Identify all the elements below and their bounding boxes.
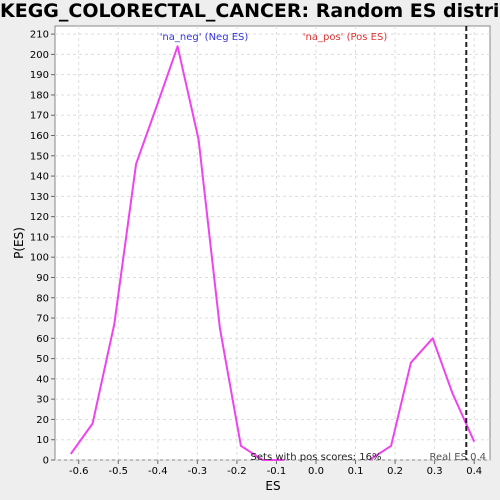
- y-tick-label: 150: [30, 151, 49, 162]
- y-tick-label: 200: [30, 50, 49, 61]
- plot-background: [54, 25, 491, 461]
- x-tick-label: -0.1: [267, 466, 287, 477]
- y-tick-label: 70: [36, 314, 49, 325]
- y-tick-label: 110: [30, 232, 49, 243]
- y-tick-label: 160: [30, 131, 49, 142]
- y-tick-label: 90: [36, 273, 49, 284]
- neg-es-label: 'na_neg' (Neg ES): [160, 32, 249, 43]
- y-axis-ticks: 0 10 20 30 40 50 60 70 80 90 100 110 120 130 140 150 160…: [30, 30, 55, 467]
- es-density-line: [69, 45, 285, 461]
- y-tick-label: 120: [30, 212, 49, 223]
- pos-scores-label: Sets with pos scores: 16%: [251, 452, 382, 463]
- series-lines: [69, 45, 476, 461]
- x-tick-label: 0.2: [387, 466, 403, 477]
- x-tick-label: -0.2: [227, 466, 247, 477]
- x-tick-label: 0.4: [466, 466, 482, 477]
- pos-es-label: 'na_pos' (Pos ES): [303, 32, 388, 43]
- x-axis-label: ES: [265, 479, 280, 493]
- y-tick-label: 80: [36, 293, 49, 304]
- real-es-label: Real ES 0.4: [430, 452, 486, 463]
- y-tick-label: 60: [36, 334, 49, 345]
- y-tick-label: 50: [36, 354, 49, 365]
- x-tick-label: -0.6: [69, 466, 89, 477]
- es-density-line: [368, 337, 476, 461]
- x-tick-label: -0.4: [148, 466, 168, 477]
- y-tick-label: 10: [36, 435, 49, 446]
- y-tick-label: 180: [30, 90, 49, 101]
- y-tick-label: 20: [36, 415, 49, 426]
- y-tick-label: 100: [30, 253, 49, 264]
- y-tick-label: 0: [43, 456, 49, 467]
- x-tick-label: -0.5: [109, 466, 129, 477]
- x-axis-ticks: -0.6 -0.5 -0.4 -0.3 -0.2 -0.1 0.0 0.1 0.2 0.3 0.4: [69, 460, 482, 477]
- y-tick-label: 170: [30, 111, 49, 122]
- y-tick-label: 130: [30, 192, 49, 203]
- x-tick-label: 0.1: [348, 466, 364, 477]
- grid-lines: [55, 26, 490, 461]
- y-tick-label: 40: [36, 374, 49, 385]
- y-axis-label: P(ES): [12, 227, 26, 259]
- y-tick-label: 190: [30, 70, 49, 81]
- chart-title: KEGG_COLORECTAL_CANCER: Random ES distri…: [0, 0, 500, 22]
- x-tick-label: -0.3: [188, 466, 208, 477]
- x-tick-label: 0.3: [427, 466, 443, 477]
- x-tick-label: 0.0: [308, 466, 324, 477]
- y-tick-label: 140: [30, 172, 49, 183]
- y-tick-label: 210: [30, 30, 49, 41]
- y-tick-label: 30: [36, 395, 49, 406]
